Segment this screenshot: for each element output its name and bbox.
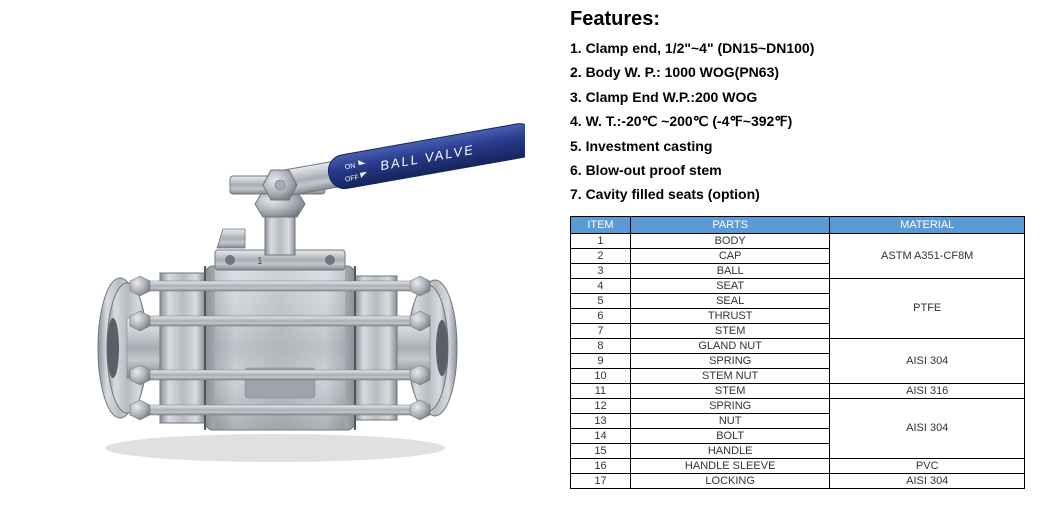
cell-parts: GLAND NUT	[630, 338, 830, 353]
cell-material: AISI 304	[830, 473, 1025, 488]
table-row: 17LOCKINGAISI 304	[571, 473, 1025, 488]
table-row: 4SEATPTFE	[571, 278, 1025, 293]
cell-parts: BODY	[630, 233, 830, 248]
cell-material: AISI 316	[830, 383, 1025, 398]
svg-text:1: 1	[257, 256, 263, 267]
cell-material: PTFE	[830, 278, 1025, 338]
cell-parts: SEAT	[630, 278, 830, 293]
cell-item: 16	[571, 458, 631, 473]
feature-item: 2. Body W. P.: 1000 WOG(PN63)	[570, 61, 1060, 83]
cell-item: 15	[571, 443, 631, 458]
cell-item: 10	[571, 368, 631, 383]
features-heading: Features:	[570, 8, 1060, 31]
cell-material: ASTM A351-CF8M	[830, 233, 1025, 278]
cell-item: 6	[571, 308, 631, 323]
parts-table: ITEM PARTS MATERIAL 1BODYASTM A351-CF8M2…	[570, 216, 1025, 489]
table-row: 8GLAND NUTAISI 304	[571, 338, 1025, 353]
cell-parts: STEM	[630, 383, 830, 398]
feature-item: 7. Cavity filled seats (option)	[570, 183, 1060, 205]
cell-parts: SPRING	[630, 398, 830, 413]
cell-parts: CAP	[630, 248, 830, 263]
cell-item: 3	[571, 263, 631, 278]
table-row: 16HANDLE SLEEVEPVC	[571, 458, 1025, 473]
feature-item: 1. Clamp end, 1/2"~4" (DN15~DN100)	[570, 37, 1060, 59]
table-row: 11STEMAISI 316	[571, 383, 1025, 398]
feature-item: 6. Blow-out proof stem	[570, 159, 1060, 181]
cell-item: 12	[571, 398, 631, 413]
cell-parts: SEAL	[630, 293, 830, 308]
cell-item: 13	[571, 413, 631, 428]
cell-item: 8	[571, 338, 631, 353]
product-image: 1000 WOG	[45, 48, 525, 468]
cell-parts: SPRING	[630, 353, 830, 368]
cell-material: AISI 304	[830, 398, 1025, 458]
cell-parts: LOCKING	[630, 473, 830, 488]
table-row: 1BODYASTM A351-CF8M	[571, 233, 1025, 248]
cell-item: 5	[571, 293, 631, 308]
header-parts: PARTS	[630, 216, 830, 233]
cell-parts: BOLT	[630, 428, 830, 443]
cell-item: 4	[571, 278, 631, 293]
cell-material: AISI 304	[830, 338, 1025, 383]
cell-item: 11	[571, 383, 631, 398]
header-material: MATERIAL	[830, 216, 1025, 233]
cell-parts: HANDLE SLEEVE	[630, 458, 830, 473]
feature-item: 5. Investment casting	[570, 135, 1060, 157]
header-item: ITEM	[571, 216, 631, 233]
features-list: 1. Clamp end, 1/2"~4" (DN15~DN100) 2. Bo…	[570, 37, 1060, 206]
table-row: 12SPRINGAISI 304	[571, 398, 1025, 413]
cell-item: 9	[571, 353, 631, 368]
cell-item: 17	[571, 473, 631, 488]
feature-item: 3. Clamp End W.P.:200 WOG	[570, 86, 1060, 108]
product-image-area: 1000 WOG	[0, 0, 570, 516]
info-area: Features: 1. Clamp end, 1/2"~4" (DN15~DN…	[570, 0, 1060, 516]
cell-parts: THRUST	[630, 308, 830, 323]
cell-parts: NUT	[630, 413, 830, 428]
cell-parts: STEM NUT	[630, 368, 830, 383]
cell-item: 2	[571, 248, 631, 263]
feature-item: 4. W. T.:-20℃ ~200℃ (-4℉~392℉)	[570, 110, 1060, 132]
cell-item: 1	[571, 233, 631, 248]
cell-parts: BALL	[630, 263, 830, 278]
cell-parts: HANDLE	[630, 443, 830, 458]
table-header-row: ITEM PARTS MATERIAL	[571, 216, 1025, 233]
cell-item: 14	[571, 428, 631, 443]
cell-material: PVC	[830, 458, 1025, 473]
cell-parts: STEM	[630, 323, 830, 338]
cell-item: 7	[571, 323, 631, 338]
